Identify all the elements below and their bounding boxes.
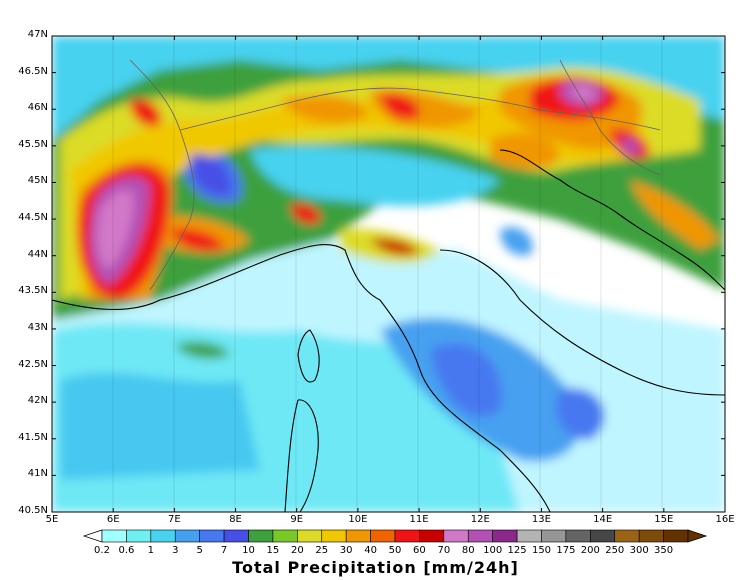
colorbar bbox=[82, 529, 708, 543]
colorbar-level-label: 125 bbox=[507, 545, 527, 556]
colorbar-level-label: 80 bbox=[461, 545, 475, 556]
map-frame bbox=[51, 35, 726, 513]
colorbar-swatch bbox=[467, 529, 493, 543]
precipitation-field bbox=[52, 36, 725, 512]
colorbar-swatch bbox=[394, 529, 420, 543]
lon-tick-label: 10E bbox=[348, 514, 368, 525]
lat-tick-label: 44.5N bbox=[18, 212, 48, 224]
colorbar-level-label: 20 bbox=[290, 545, 304, 556]
colorbar-high-arrow bbox=[687, 529, 708, 543]
colorbar-level-label: 350 bbox=[654, 545, 674, 556]
graticule bbox=[112, 36, 663, 512]
lon-tick-label: 11E bbox=[409, 514, 429, 525]
lon-tick-label: 6E bbox=[106, 514, 120, 525]
lat-tick-label: 42.5N bbox=[18, 358, 48, 370]
colorbar-swatch bbox=[223, 529, 249, 543]
coastlines bbox=[52, 149, 725, 512]
colorbar-low-arrow bbox=[82, 529, 103, 543]
colorbar-level-label: 10 bbox=[242, 545, 255, 556]
lon-tick-label: 15E bbox=[654, 514, 674, 525]
colorbar-level-label: 40 bbox=[364, 545, 377, 556]
colorbar-level-label: 175 bbox=[556, 545, 576, 556]
lon-tick-label: 16E bbox=[715, 514, 735, 525]
colorbar-swatch bbox=[272, 529, 298, 543]
colorbar-swatch bbox=[101, 529, 127, 543]
colorbar-swatch bbox=[638, 529, 664, 543]
colorbar-swatch bbox=[614, 529, 640, 543]
colorbar-level-label: 0.6 bbox=[118, 545, 135, 556]
colorbar-swatch bbox=[126, 529, 152, 543]
colorbar-swatch bbox=[370, 529, 396, 543]
lat-tick-label: 41N bbox=[27, 468, 48, 480]
lon-tick-label: 5E bbox=[45, 514, 59, 525]
lat-tick-label: 43.5N bbox=[18, 285, 48, 297]
colorbar-level-label: 25 bbox=[315, 545, 329, 556]
lon-tick-label: 8E bbox=[229, 514, 242, 525]
colorbar-level-label: 60 bbox=[413, 545, 426, 556]
colorbar-swatch bbox=[248, 529, 274, 543]
lat-tick-label: 41.5N bbox=[18, 431, 48, 443]
colorbar-level-label: 250 bbox=[605, 545, 625, 556]
colorbar-level-label: 150 bbox=[531, 545, 552, 556]
colorbar-level-label: 1 bbox=[147, 545, 155, 556]
lat-tick-label: 46N bbox=[27, 102, 48, 114]
colorbar-level-label: 300 bbox=[629, 545, 649, 556]
colorbar-level-label: 3 bbox=[172, 545, 179, 556]
colorbar-swatch bbox=[174, 529, 200, 543]
colorbar-swatch bbox=[345, 529, 371, 543]
colorbar-swatch bbox=[443, 529, 469, 543]
lon-tick-label: 12E bbox=[470, 514, 490, 525]
lat-tick-label: 42N bbox=[27, 395, 48, 407]
axis-ticks bbox=[51, 35, 726, 513]
lon-tick-label: 14E bbox=[593, 514, 613, 525]
colorbar-swatch bbox=[199, 529, 225, 543]
colorbar-swatch bbox=[565, 529, 591, 543]
colorbar-title: Total Precipitation [mm/24h] bbox=[232, 558, 519, 577]
lat-tick-label: 40.5N bbox=[18, 505, 48, 516]
colorbar-level-label: 30 bbox=[339, 545, 353, 556]
colorbar-level-label: 50 bbox=[388, 545, 402, 556]
colorbar-swatch bbox=[297, 529, 323, 543]
borders bbox=[129, 59, 661, 291]
lon-tick-label: 13E bbox=[531, 514, 551, 525]
lat-tick-label: 44N bbox=[27, 248, 48, 260]
colorbar-level-label: 7 bbox=[220, 545, 228, 556]
colorbar-swatch bbox=[321, 529, 347, 543]
lon-tick-label: 7E bbox=[168, 514, 181, 525]
lat-tick-label: 45N bbox=[27, 175, 48, 187]
colorbar-level-label: 70 bbox=[437, 545, 451, 556]
colorbar-swatch bbox=[492, 529, 518, 543]
colorbar-level-label: 200 bbox=[580, 545, 600, 556]
colorbar-swatch bbox=[419, 529, 445, 543]
colorbar-level-label: 100 bbox=[483, 545, 503, 556]
lat-tick-label: 46.5N bbox=[18, 65, 48, 77]
colorbar-swatch bbox=[150, 529, 176, 543]
colorbar-level-label: 0.2 bbox=[94, 545, 110, 556]
colorbar-swatch bbox=[590, 529, 616, 543]
lat-tick-label: 45.5N bbox=[18, 138, 48, 150]
lon-tick-label: 9E bbox=[290, 514, 304, 525]
colorbar-swatch bbox=[541, 529, 567, 543]
colorbar-swatch bbox=[663, 529, 689, 543]
lat-tick-label: 47N bbox=[27, 29, 48, 40]
colorbar-level-label: 15 bbox=[266, 545, 280, 556]
lat-tick-label: 43N bbox=[27, 321, 48, 333]
colorbar-swatch bbox=[516, 529, 542, 543]
colorbar-level-label: 5 bbox=[196, 545, 203, 556]
